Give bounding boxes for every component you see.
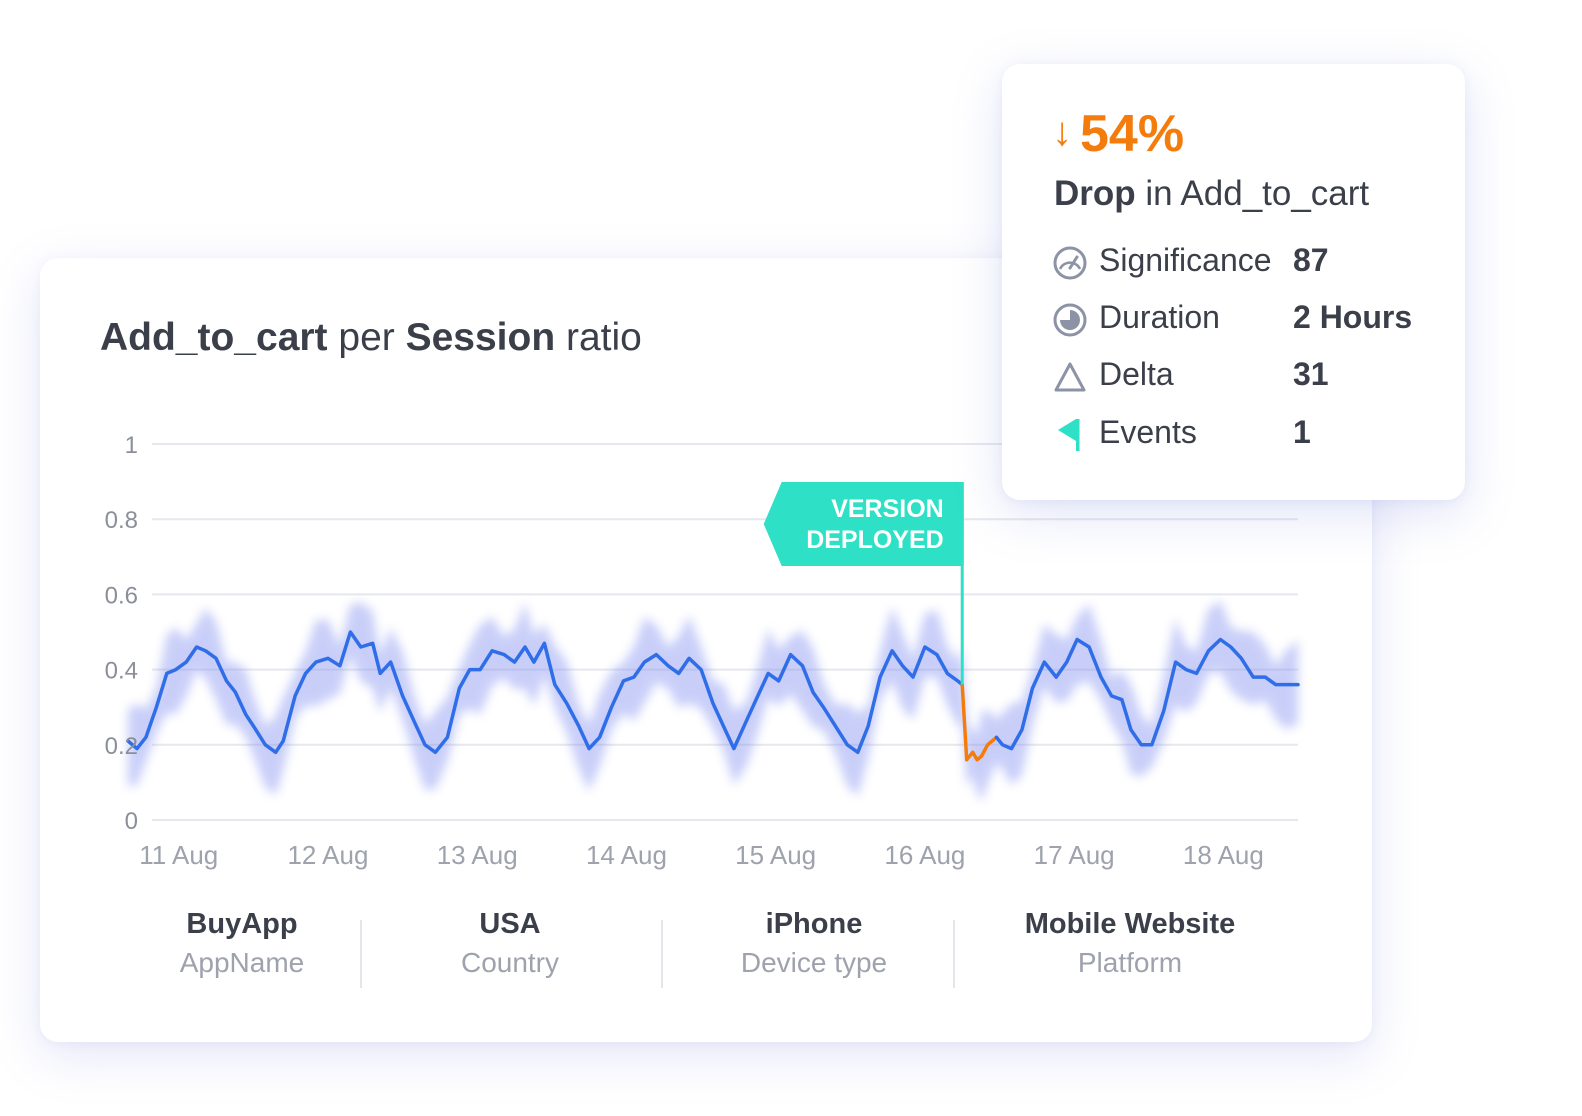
dimension-divider [661,920,663,988]
annotation-flag [763,482,964,566]
dimension-value: Mobile Website [1024,908,1236,940]
dimension-platform: Mobile Website Platform [980,908,1280,979]
chart-title: Add_to_cart per Session ratio [100,316,642,359]
y-tick-label: 0.2 [105,733,138,760]
drop-description: Drop in Add_to_cart [1054,174,1370,213]
x-tick-label: 11 Aug [139,840,218,870]
x-tick-label: 16 Aug [884,840,965,870]
gauge-icon [1053,246,1087,280]
delta-triangle-icon [1054,362,1086,392]
metric-value: 2 Hours [1293,299,1413,335]
dimension-appname: BuyApp AppName [92,908,392,979]
annotation-label: DEPLOYED [806,526,944,554]
metric-value: 87 [1293,242,1329,278]
series-line-normal [126,630,964,755]
metric-duration: Duration 2 Hours [1052,299,1432,339]
annotation-label: VERSION [831,495,944,523]
metric-value: 31 [1293,356,1329,392]
y-tick-label: 0 [125,808,138,835]
metric-label: Significance [1099,242,1272,278]
x-tick-label: 12 Aug [287,840,368,870]
x-tick-label: 18 Aug [1183,840,1264,870]
metric-significance: Significance 87 [1052,242,1432,282]
flag-icon [1058,419,1080,451]
metric-value: 1 [1293,414,1311,450]
dimension-label: Country [460,947,560,978]
clock-icon [1053,303,1087,337]
dimension-divider [953,920,955,988]
dimension-label: Device type [740,947,888,978]
y-tick-label: 0.8 [105,507,138,534]
y-tick-label: 0.6 [105,582,138,609]
dimension-value: iPhone [765,908,863,940]
line-chart: 0 0.2 0.4 0.6 0.8 1 11 Aug 12 Aug 13 Aug 14 Aug 15… [105,432,1300,870]
dimension-country: USA Country [360,908,660,979]
dimension-device-type: iPhone Device type [664,908,964,979]
x-tick-label: 17 Aug [1034,840,1115,870]
dimension-divider [360,920,362,988]
metric-label: Delta [1099,356,1174,392]
anomaly-tooltip: ↓ 54% Drop in Add_to_cart Significance 87… [1002,64,1465,500]
metric-delta: Delta 31 [1052,356,1432,396]
dimension-value: BuyApp [186,908,298,940]
arrow-down-icon: ↓ [1052,110,1072,154]
x-tick-label: 14 Aug [586,840,667,870]
dimension-bar: BuyApp AppName USA Country iPhone Device… [100,908,1340,998]
y-tick-label: 0.4 [105,658,138,685]
metric-label: Duration [1099,299,1220,335]
dimension-label: Platform [1077,947,1183,978]
y-tick-label: 1 [125,432,138,459]
dimension-label: AppName [179,947,305,978]
x-tick-label: 13 Aug [437,840,518,870]
series-line-normal [994,637,1300,751]
metric-label: Events [1099,414,1197,450]
metric-events: Events 1 [1052,414,1432,454]
drop-percentage: ↓ 54% [1052,105,1185,163]
dimension-value: USA [479,908,541,940]
x-tick-label: 15 Aug [735,840,816,870]
series-line-anomaly [960,682,999,762]
